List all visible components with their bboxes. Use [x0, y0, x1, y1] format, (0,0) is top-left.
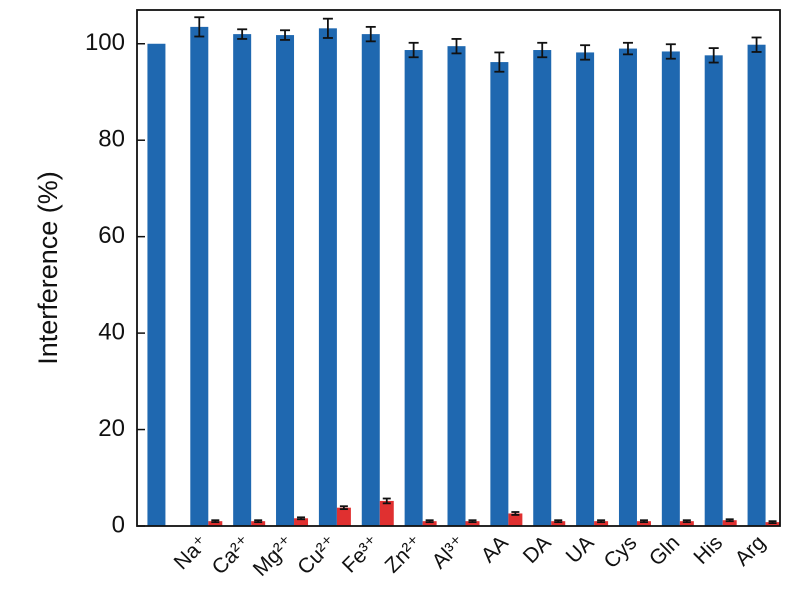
bar	[636, 521, 651, 526]
error-bar	[511, 511, 520, 516]
bar	[147, 43, 166, 526]
plot-frame	[136, 9, 781, 527]
error-bar	[468, 519, 477, 524]
error-bar	[768, 520, 777, 525]
bar	[294, 518, 309, 526]
x-tick-label: DA	[519, 531, 556, 568]
error-bar	[194, 16, 205, 38]
bar	[233, 34, 252, 526]
bar	[465, 521, 480, 526]
x-tick-label: Fe³⁺	[338, 531, 384, 577]
error-bar	[254, 519, 263, 524]
error-bar	[708, 47, 719, 64]
y-tick-label: 80	[98, 126, 125, 153]
error-bar	[297, 516, 306, 521]
bar	[276, 35, 295, 527]
y-tick-label: 40	[98, 318, 125, 345]
error-bar	[597, 519, 606, 524]
error-bar	[665, 43, 676, 60]
error-bar	[211, 519, 220, 524]
bar	[404, 50, 423, 526]
error-bar	[639, 519, 648, 524]
bar	[379, 500, 394, 526]
bar	[447, 46, 466, 527]
error-bar	[451, 38, 462, 55]
error-bar	[408, 41, 419, 59]
x-tick-label: Arg	[731, 531, 770, 570]
bar	[422, 521, 437, 526]
bar	[533, 50, 552, 526]
error-bar	[280, 29, 291, 41]
bar	[490, 62, 509, 526]
bar	[318, 28, 337, 527]
bar	[251, 521, 266, 526]
y-tick-label: 0	[112, 511, 125, 538]
x-tick-label: Cys	[600, 531, 642, 573]
error-bar	[554, 519, 563, 524]
error-bar	[494, 51, 505, 73]
bar	[208, 521, 223, 526]
error-bar	[725, 518, 734, 523]
bar	[704, 55, 723, 526]
error-bar	[382, 497, 391, 505]
bar	[722, 520, 737, 526]
y-tick-label: 20	[98, 415, 125, 442]
error-bar	[339, 505, 348, 511]
error-bar	[237, 28, 248, 40]
bar	[594, 521, 609, 526]
x-tick-label: Ca²⁺	[208, 531, 256, 579]
bar	[190, 26, 209, 526]
y-tick-label: 100	[85, 29, 125, 56]
bar	[747, 44, 766, 526]
x-tick-label: Al³⁺	[428, 531, 470, 573]
x-tick-label: Mg²⁺	[249, 531, 299, 581]
y-axis-label: Interference (%)	[33, 171, 63, 365]
bar	[679, 521, 694, 526]
error-bar	[751, 36, 762, 53]
error-bar	[682, 519, 691, 524]
bar	[765, 522, 780, 526]
x-tick-label: Zn²⁺	[381, 531, 427, 577]
x-tick-label: Na⁺	[170, 531, 213, 574]
bar	[508, 513, 523, 526]
bar	[618, 48, 637, 527]
error-bar	[425, 519, 434, 524]
x-tick-label: UA	[562, 531, 599, 568]
x-tick-label: Gln	[645, 531, 684, 570]
error-bar	[322, 17, 333, 39]
error-bar	[622, 41, 633, 56]
y-tick-label: 60	[98, 222, 125, 249]
bar	[336, 507, 351, 526]
x-tick-label: Cu²⁺	[293, 531, 341, 579]
bar	[361, 34, 380, 526]
error-bar	[537, 41, 548, 59]
error-bar	[580, 44, 591, 61]
error-bar	[365, 25, 376, 43]
x-tick-label: His	[689, 531, 727, 569]
bar	[551, 521, 566, 526]
bar	[576, 52, 595, 527]
bar	[661, 51, 680, 526]
x-tick-label: AA	[477, 531, 513, 567]
